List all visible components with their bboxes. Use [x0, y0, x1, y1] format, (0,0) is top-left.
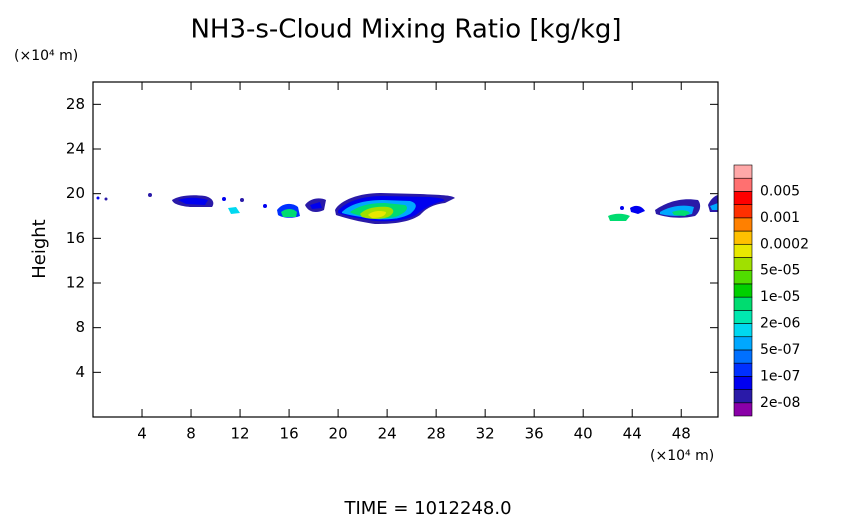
- cloud-region: [310, 202, 322, 209]
- colorbar-label: 1e-07: [760, 368, 800, 384]
- colorbar-band: [733, 389, 753, 404]
- y-tick-label: 28: [66, 95, 85, 113]
- colorbar-band: [733, 402, 753, 417]
- colorbar-band: [733, 362, 753, 377]
- x-unit: (×10⁴ m): [650, 448, 714, 464]
- colorbar-label: 0.0002: [760, 236, 809, 252]
- y-tick-label: 8: [75, 318, 85, 336]
- cloud-region: [281, 209, 297, 217]
- cloud-region: [263, 204, 267, 208]
- colorbar-band: [733, 191, 753, 205]
- colorbar-label: 5e-05: [760, 263, 800, 279]
- cloud-regions: [96, 193, 718, 224]
- y-tick-label: 4: [75, 363, 85, 381]
- cloud-region: [222, 197, 226, 201]
- colorbar-label: 0.005: [760, 183, 800, 199]
- x-tick-label: 28: [427, 425, 446, 443]
- colorbar-band: [733, 270, 753, 285]
- cloud-region: [620, 206, 624, 210]
- colorbar-band: [733, 376, 753, 390]
- cloud-region: [368, 211, 386, 218]
- colorbar-band: [733, 204, 753, 219]
- cloud-region: [710, 203, 718, 210]
- colorbar-band: [733, 283, 753, 298]
- y-tick-label: 24: [66, 140, 85, 158]
- chart-title: NH3-s-Cloud Mixing Ratio [kg/kg]: [190, 15, 621, 45]
- colorbar-band: [733, 310, 753, 324]
- y-tick-label: 20: [66, 184, 85, 202]
- footer: TIME = 1012248.0: [343, 498, 511, 519]
- colorbar-band: [733, 177, 753, 192]
- colorbar-label: 5e-07: [760, 342, 800, 358]
- colorbar-band: [733, 323, 753, 338]
- colorbar-band: [733, 257, 753, 271]
- cloud-region: [96, 196, 100, 200]
- x-tick-label: 12: [231, 425, 250, 443]
- colorbar-label: 2e-06: [760, 316, 800, 332]
- cloud-region: [178, 197, 208, 205]
- x-tick-label: 4: [137, 425, 147, 443]
- colorbar-label: 0.001: [760, 210, 800, 226]
- colorbar-band: [733, 217, 753, 232]
- cloud-region: [228, 207, 240, 214]
- cloud-region: [148, 193, 152, 197]
- x-tick-label: 16: [280, 425, 299, 443]
- x-tick-label: 24: [378, 425, 397, 443]
- y-tick-label: 16: [66, 229, 85, 247]
- y-unit: (×10⁴ m): [14, 48, 78, 64]
- cloud-region: [608, 213, 630, 221]
- cloud-region: [104, 197, 108, 201]
- cloud-region: [630, 205, 645, 214]
- colorbar-band: [733, 349, 753, 364]
- colorbar-band: [733, 243, 753, 258]
- x-tick-label: 48: [672, 425, 691, 443]
- y-tick-label: 12: [66, 274, 85, 292]
- colorbar-label: 2e-08: [760, 395, 800, 411]
- x-tick-label: 36: [525, 425, 544, 443]
- x-tick-label: 32: [476, 425, 495, 443]
- y-axis-label: Height: [29, 219, 50, 279]
- plot-frame: [92, 81, 719, 418]
- cloud-region: [240, 198, 244, 202]
- colorbar-band: [733, 296, 753, 311]
- cloud-region: [672, 210, 690, 216]
- x-tick-label: 44: [623, 425, 642, 443]
- x-tick-label: 40: [574, 425, 593, 443]
- colorbar-band: [733, 230, 753, 245]
- colorbar-band: [733, 164, 753, 179]
- x-tick-label: 20: [329, 425, 348, 443]
- colorbar-label: 1e-05: [760, 289, 800, 305]
- x-tick-label: 8: [186, 425, 196, 443]
- colorbar-band: [733, 336, 753, 351]
